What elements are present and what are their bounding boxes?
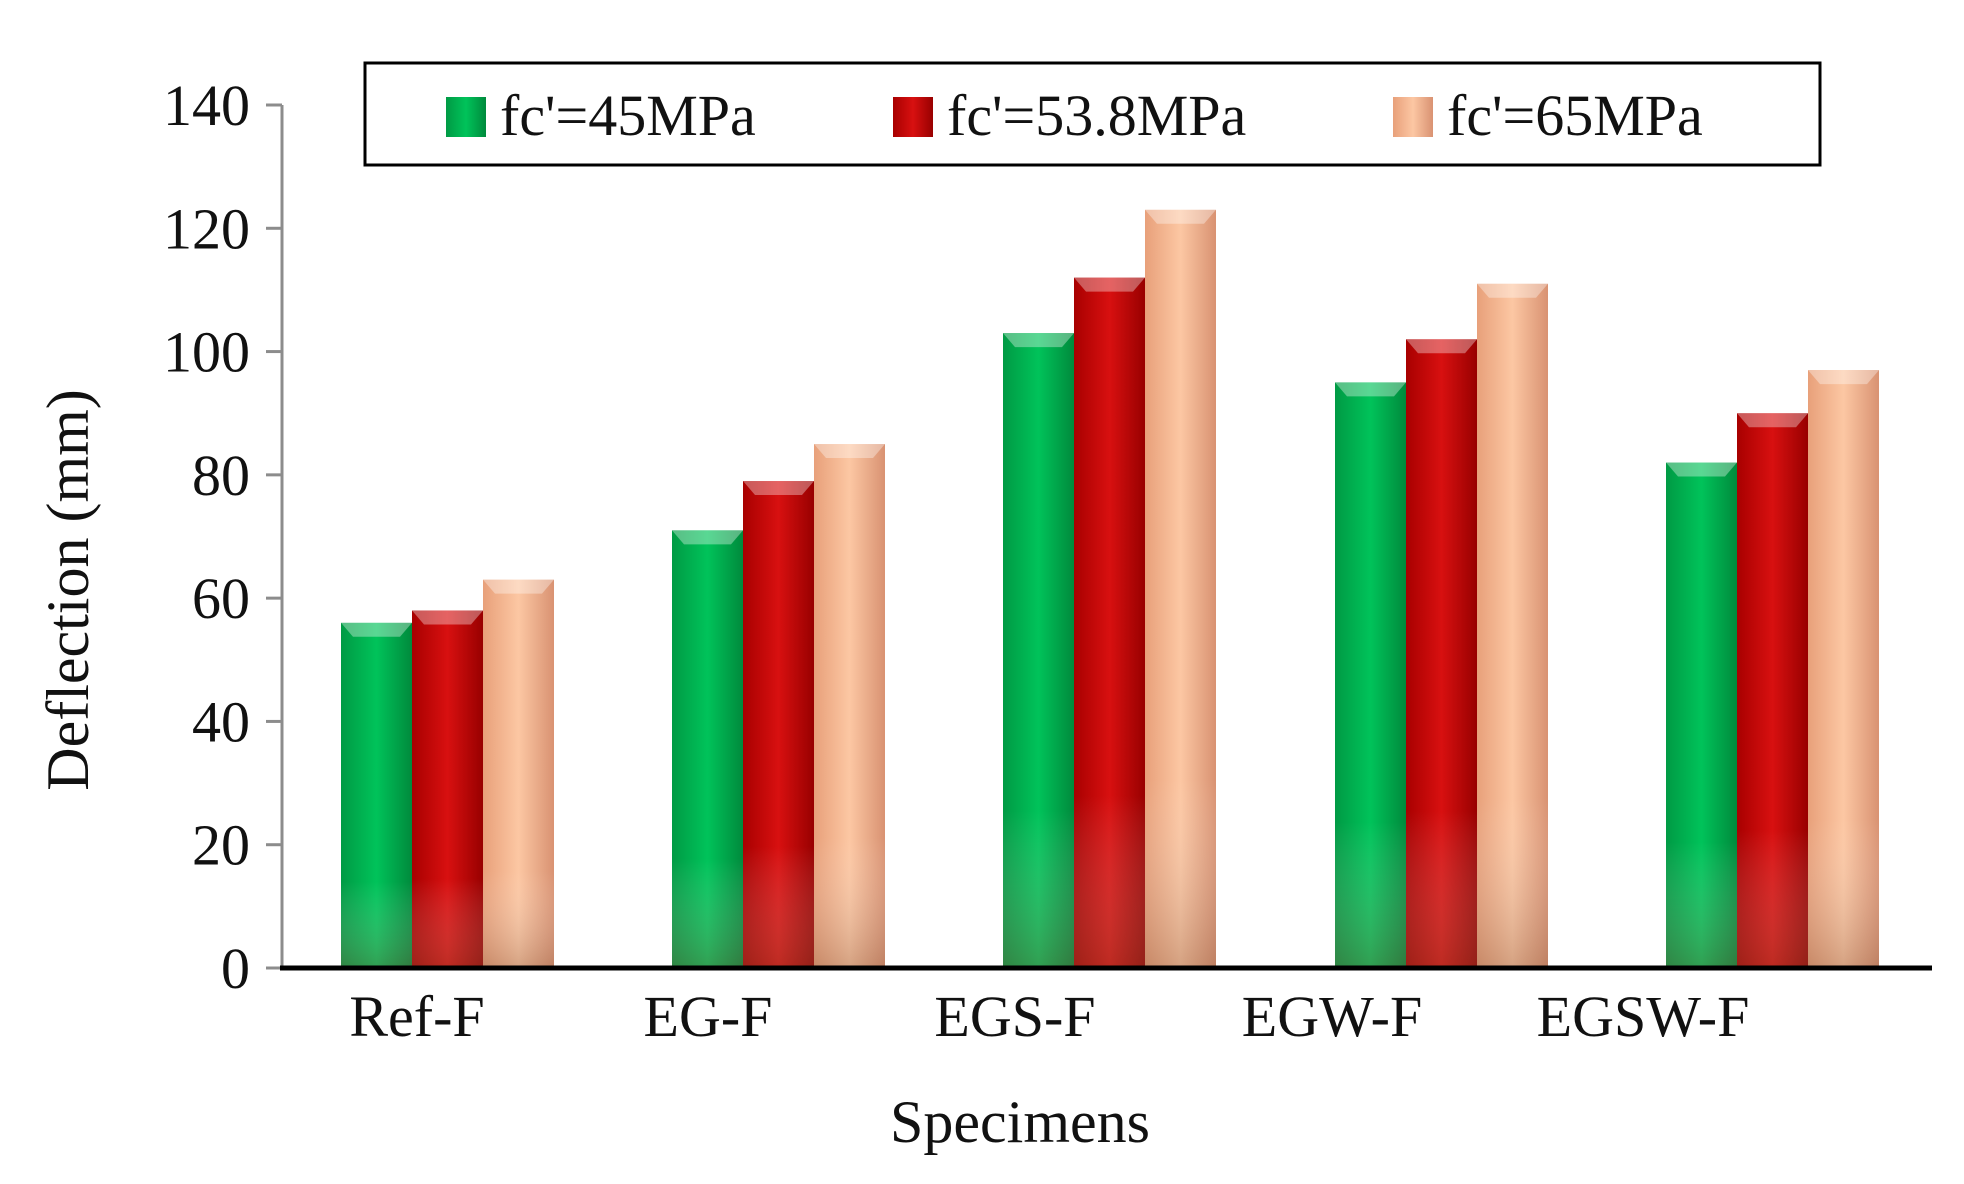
- bar-shade: [1074, 277, 1145, 969]
- bar-eg-f-fc-65mpa: [814, 444, 885, 968]
- bar-egs-f-fc-45mpa: [1003, 333, 1074, 968]
- legend-item-65mpa: fc'=65MPa: [1393, 83, 1703, 148]
- bar-shade: [1335, 382, 1406, 969]
- bar-shade: [1808, 370, 1879, 968]
- y-tick-label: 120: [163, 196, 250, 261]
- bar-bevel: [1666, 462, 1737, 477]
- bar-bevel: [672, 530, 743, 545]
- bar-shade: [1003, 333, 1074, 968]
- legend-swatch-45mpa: [446, 97, 486, 137]
- legend-swatch-53-8mpa: [893, 97, 933, 137]
- x-axis: Ref-F EG-F EGS-F EGW-F EGSW-F: [280, 965, 1932, 1049]
- bar-shade: [412, 610, 483, 968]
- bar-egsw-f-fc-53-8mpa: [1737, 413, 1808, 968]
- bar-bevel: [1808, 370, 1879, 385]
- y-tick-label: 20: [192, 813, 250, 878]
- legend-label-45mpa: fc'=45MPa: [500, 83, 756, 148]
- x-tick-label-egs-f: EGS-F: [934, 984, 1095, 1049]
- y-tick-label: 100: [163, 320, 250, 385]
- bar-egsw-f-fc-45mpa: [1666, 462, 1737, 968]
- y-tick-label: 0: [221, 936, 250, 1001]
- x-tick-label-egw-f: EGW-F: [1242, 984, 1422, 1049]
- legend-item-45mpa: fc'=45MPa: [446, 83, 756, 148]
- bar-shade: [672, 530, 743, 968]
- y-tick-label: 140: [163, 73, 250, 138]
- bar-egs-f-fc-53-8mpa: [1074, 277, 1145, 969]
- y-tick-label: 40: [192, 689, 250, 754]
- y-axis-title: Deflection (mm): [35, 389, 101, 791]
- bar-shade: [1666, 462, 1737, 968]
- y-tick-label: 60: [192, 566, 250, 631]
- bar-bevel: [341, 622, 412, 637]
- legend-box: [363, 61, 1822, 167]
- bar-bevel: [1074, 277, 1145, 292]
- bar-egs-f-fc-65mpa: [1145, 209, 1216, 969]
- bar-bevel: [814, 444, 885, 459]
- legend-label-65mpa: fc'=65MPa: [1447, 83, 1703, 148]
- legend-swatch-65mpa: [1393, 97, 1433, 137]
- bar-ref-f-fc-45mpa: [341, 622, 412, 968]
- bar-egw-f-fc-45mpa: [1335, 382, 1406, 969]
- bar-bevel: [1003, 333, 1074, 348]
- bar-shade: [341, 622, 412, 968]
- bar-shade: [1477, 283, 1548, 968]
- y-tick-label: 80: [192, 443, 250, 508]
- bar-shade: [1406, 339, 1477, 968]
- bar-ref-f-fc-65mpa: [483, 579, 554, 968]
- x-tick-label-egsw-f: EGSW-F: [1537, 984, 1750, 1049]
- bar-egsw-f-fc-65mpa: [1808, 370, 1879, 968]
- bar-shade: [743, 481, 814, 968]
- bar-bevel: [1145, 209, 1216, 224]
- y-axis: 0 20 40 60 80 100 120 140: [163, 73, 284, 1001]
- bar-shade: [814, 444, 885, 968]
- bar-eg-f-fc-45mpa: [672, 530, 743, 968]
- legend-item-53-8mpa: fc'=53.8MPa: [893, 83, 1246, 148]
- x-tick-label-eg-f: EG-F: [644, 984, 773, 1049]
- bar-eg-f-fc-53-8mpa: [743, 481, 814, 968]
- bar-ref-f-fc-53-8mpa: [412, 610, 483, 968]
- bar-egw-f-fc-53-8mpa: [1406, 339, 1477, 968]
- bar-bevel: [1737, 413, 1808, 428]
- x-axis-title: Specimens: [890, 1089, 1150, 1155]
- bar-egw-f-fc-65mpa: [1477, 283, 1548, 968]
- bar-bevel: [1335, 382, 1406, 397]
- legend-label-53-8mpa: fc'=53.8MPa: [947, 83, 1246, 148]
- bar-bevel: [1406, 339, 1477, 354]
- bar-bevel: [483, 579, 554, 594]
- bars: [341, 209, 1879, 969]
- bar-shade: [1737, 413, 1808, 968]
- bar-shade: [483, 579, 554, 968]
- bar-bevel: [1477, 283, 1548, 298]
- legend: fc'=45MPa fc'=53.8MPa fc'=65MPa: [363, 61, 1822, 167]
- x-tick-label-ref-f: Ref-F: [349, 984, 484, 1049]
- bar-shade: [1145, 209, 1216, 969]
- bar-bevel: [743, 481, 814, 496]
- bar-bevel: [412, 610, 483, 625]
